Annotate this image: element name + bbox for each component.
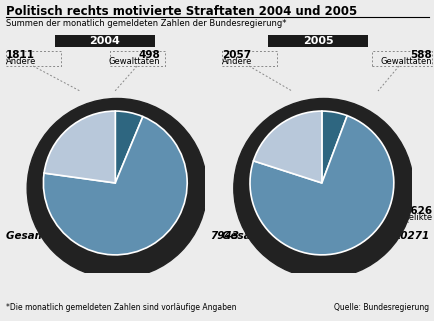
Text: Politisch rechts motivierte Straftaten 2004 und 2005: Politisch rechts motivierte Straftaten 2… [6, 5, 356, 18]
Bar [75, 207, 184, 222]
Text: 2004: 2004 [89, 36, 120, 46]
Text: Propagandadelikte: Propagandadelikte [352, 213, 431, 222]
Bar [267, 35, 367, 47]
Bar [371, 51, 431, 66]
Text: 10271: 10271 [393, 231, 429, 241]
Text: Gewalttaten: Gewalttaten [379, 57, 431, 66]
Circle shape [27, 99, 207, 278]
Text: 7626: 7626 [402, 206, 431, 216]
Wedge shape [44, 111, 115, 183]
Text: 7943: 7943 [210, 231, 238, 241]
Wedge shape [253, 111, 321, 183]
Wedge shape [250, 116, 393, 255]
Bar [297, 207, 407, 222]
Bar [221, 51, 276, 66]
Text: Propagandadelikte: Propagandadelikte [105, 213, 184, 222]
Bar [55, 35, 155, 47]
Text: Gewalttaten: Gewalttaten [108, 57, 160, 66]
Text: Andere: Andere [6, 57, 36, 66]
Wedge shape [321, 111, 346, 183]
Text: 1811: 1811 [6, 50, 35, 60]
Text: Gesamtzahl der Straftaten: Gesamtzahl der Straftaten [221, 231, 377, 241]
Bar [110, 51, 164, 66]
Text: 498: 498 [138, 50, 160, 60]
Text: 2057: 2057 [221, 50, 250, 60]
Text: 5634: 5634 [155, 206, 184, 216]
Text: Andere: Andere [221, 57, 252, 66]
Circle shape [233, 99, 413, 278]
Text: *Die monatlich gemeldeten Zahlen sind vorläufige Angaben: *Die monatlich gemeldeten Zahlen sind vo… [6, 303, 236, 312]
Text: 2005: 2005 [302, 36, 332, 46]
Text: 588: 588 [409, 50, 431, 60]
Bar [6, 51, 61, 66]
Wedge shape [43, 117, 187, 255]
Text: Quelle: Bundesregierung: Quelle: Bundesregierung [333, 303, 428, 312]
Text: Gesamtzahl der Straftaten: Gesamtzahl der Straftaten [6, 231, 161, 241]
Text: Summen der monatlich gemeldeten Zahlen der Bundesregierung*: Summen der monatlich gemeldeten Zahlen d… [6, 19, 286, 28]
Wedge shape [115, 111, 142, 183]
